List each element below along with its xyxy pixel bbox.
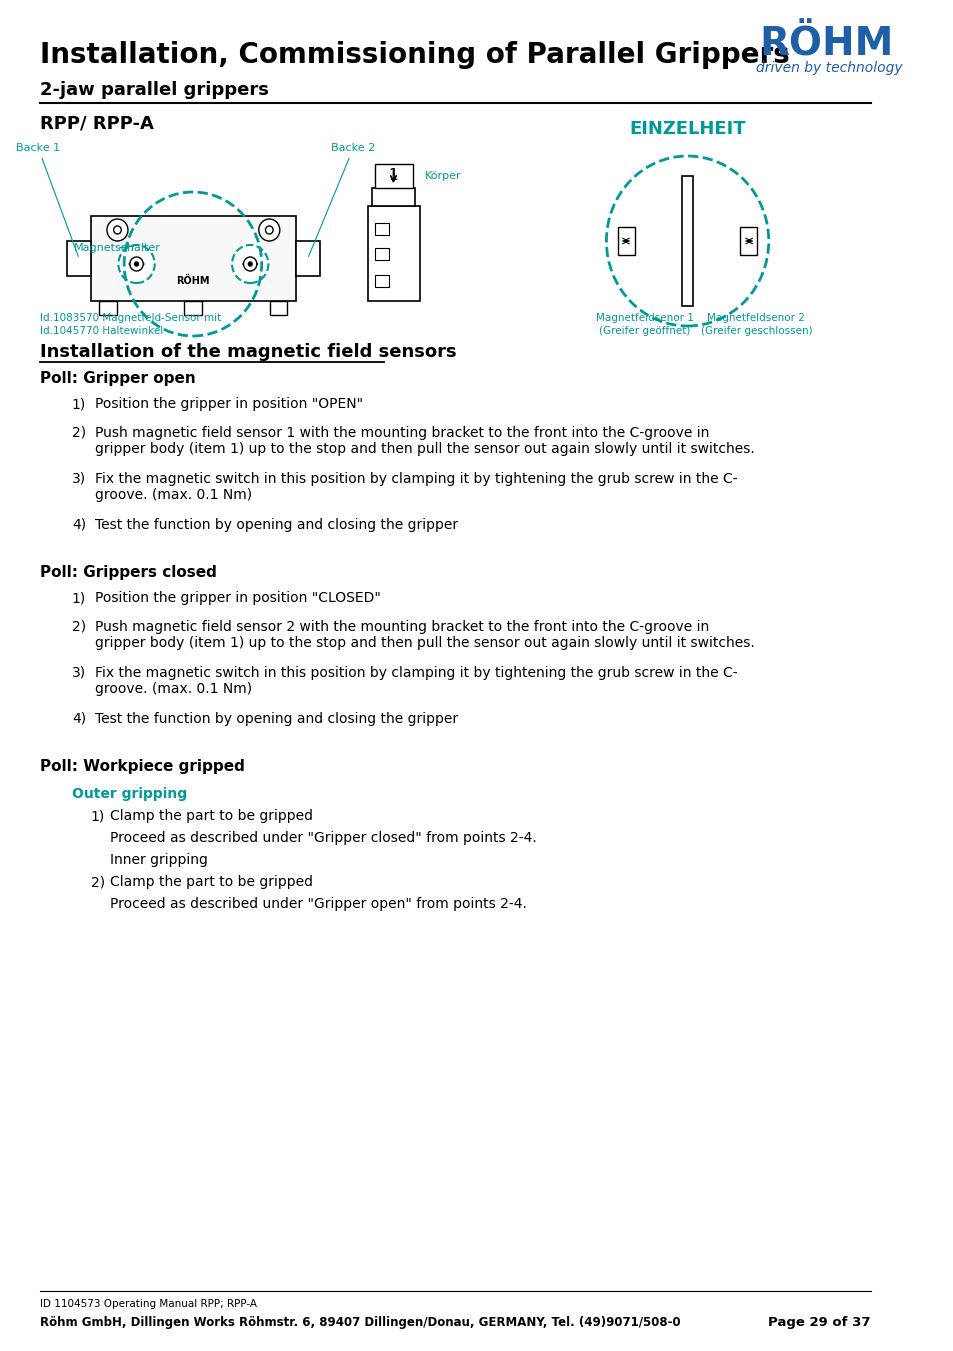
- Text: RÖHM: RÖHM: [759, 26, 893, 63]
- Text: Backe 2: Backe 2: [308, 143, 375, 257]
- Text: Clamp the part to be gripped: Clamp the part to be gripped: [110, 875, 313, 889]
- Text: Outer gripping: Outer gripping: [71, 788, 187, 801]
- Text: Magnetfeldsenor 1
(Greifer geöffnet): Magnetfeldsenor 1 (Greifer geöffnet): [595, 313, 693, 336]
- Text: Körper: Körper: [424, 172, 461, 181]
- Text: Installation, Commissioning of Parallel Grippers: Installation, Commissioning of Parallel …: [40, 41, 789, 69]
- Text: 1): 1): [71, 590, 86, 605]
- Bar: [99, 301, 116, 315]
- Text: 1): 1): [91, 809, 105, 823]
- Bar: [681, 176, 693, 305]
- Bar: [372, 188, 415, 205]
- Circle shape: [118, 245, 154, 282]
- Text: Poll: Grippers closed: Poll: Grippers closed: [40, 565, 216, 580]
- Circle shape: [113, 226, 121, 234]
- Text: Position the gripper in position "OPEN": Position the gripper in position "OPEN": [95, 397, 363, 411]
- Text: Push magnetic field sensor 2 with the mounting bracket to the front into the C-g: Push magnetic field sensor 2 with the mo…: [95, 620, 755, 650]
- Bar: [618, 227, 635, 255]
- Text: Röhm GmbH, Dillingen Works Röhmstr. 6, 89407 Dillingen/Donau, GERMANY, Tel. (49): Röhm GmbH, Dillingen Works Röhmstr. 6, 8…: [40, 1316, 680, 1329]
- Text: Magnetschalter: Magnetschalter: [73, 243, 160, 253]
- Circle shape: [243, 257, 256, 272]
- Text: EINZELHEIT: EINZELHEIT: [629, 120, 745, 138]
- Bar: [740, 227, 757, 255]
- Text: 2): 2): [71, 620, 86, 634]
- Circle shape: [265, 226, 273, 234]
- Circle shape: [232, 245, 268, 282]
- Text: Id.1083570 Magnetfeld-Sensor mit
Id.1045770 Haltewinkel: Id.1083570 Magnetfeld-Sensor mit Id.1045…: [40, 313, 221, 336]
- Text: Poll: Workpiece gripped: Poll: Workpiece gripped: [40, 759, 245, 774]
- Circle shape: [134, 262, 138, 266]
- Text: Position the gripper in position "CLOSED": Position the gripper in position "CLOSED…: [95, 590, 381, 605]
- Bar: [67, 240, 91, 276]
- Text: Inner gripping: Inner gripping: [110, 852, 208, 867]
- Circle shape: [107, 219, 128, 240]
- Bar: [270, 301, 287, 315]
- Text: Proceed as described under "Gripper closed" from points 2-4.: Proceed as described under "Gripper clos…: [110, 831, 536, 844]
- Text: 3): 3): [71, 471, 86, 486]
- Text: Poll: Gripper open: Poll: Gripper open: [40, 372, 195, 386]
- Text: driven by technology: driven by technology: [756, 61, 902, 76]
- Text: 2): 2): [71, 426, 86, 440]
- Text: Backe 1: Backe 1: [16, 143, 78, 257]
- Text: RPP/ RPP-A: RPP/ RPP-A: [40, 115, 153, 132]
- Text: Test the function by opening and closing the gripper: Test the function by opening and closing…: [95, 517, 458, 532]
- Text: 1: 1: [388, 169, 397, 184]
- Circle shape: [248, 262, 252, 266]
- Text: Proceed as described under "Gripper open" from points 2-4.: Proceed as described under "Gripper open…: [110, 897, 526, 911]
- Text: 3): 3): [71, 666, 86, 680]
- Bar: [367, 205, 419, 301]
- Text: 2): 2): [91, 875, 105, 889]
- Text: 2-jaw parallel grippers: 2-jaw parallel grippers: [40, 81, 269, 99]
- Text: RÖHM: RÖHM: [176, 276, 210, 286]
- Text: Test the function by opening and closing the gripper: Test the function by opening and closing…: [95, 712, 458, 725]
- Text: Clamp the part to be gripped: Clamp the part to be gripped: [110, 809, 313, 823]
- Circle shape: [258, 219, 279, 240]
- Bar: [91, 216, 295, 301]
- Bar: [375, 223, 388, 235]
- Text: ID 1104573 Operating Manual RPP; RPP-A: ID 1104573 Operating Manual RPP; RPP-A: [40, 1300, 257, 1309]
- Text: Installation of the magnetic field sensors: Installation of the magnetic field senso…: [40, 343, 456, 361]
- Bar: [375, 276, 388, 286]
- Text: Magnetfeldsenor 2
(Greifer geschlossen): Magnetfeldsenor 2 (Greifer geschlossen): [700, 313, 811, 336]
- Text: 4): 4): [71, 712, 86, 725]
- Text: Push magnetic field sensor 1 with the mounting bracket to the front into the C-g: Push magnetic field sensor 1 with the mo…: [95, 426, 755, 457]
- Circle shape: [130, 257, 143, 272]
- Bar: [295, 240, 319, 276]
- Text: Page 29 of 37: Page 29 of 37: [767, 1316, 870, 1329]
- Text: Fix the magnetic switch in this position by clamping it by tightening the grub s: Fix the magnetic switch in this position…: [95, 666, 738, 696]
- Bar: [375, 249, 388, 259]
- Text: 1): 1): [71, 397, 86, 411]
- FancyBboxPatch shape: [375, 163, 412, 188]
- Text: Fix the magnetic switch in this position by clamping it by tightening the grub s: Fix the magnetic switch in this position…: [95, 471, 738, 503]
- Bar: [184, 301, 201, 315]
- Text: 4): 4): [71, 517, 86, 532]
